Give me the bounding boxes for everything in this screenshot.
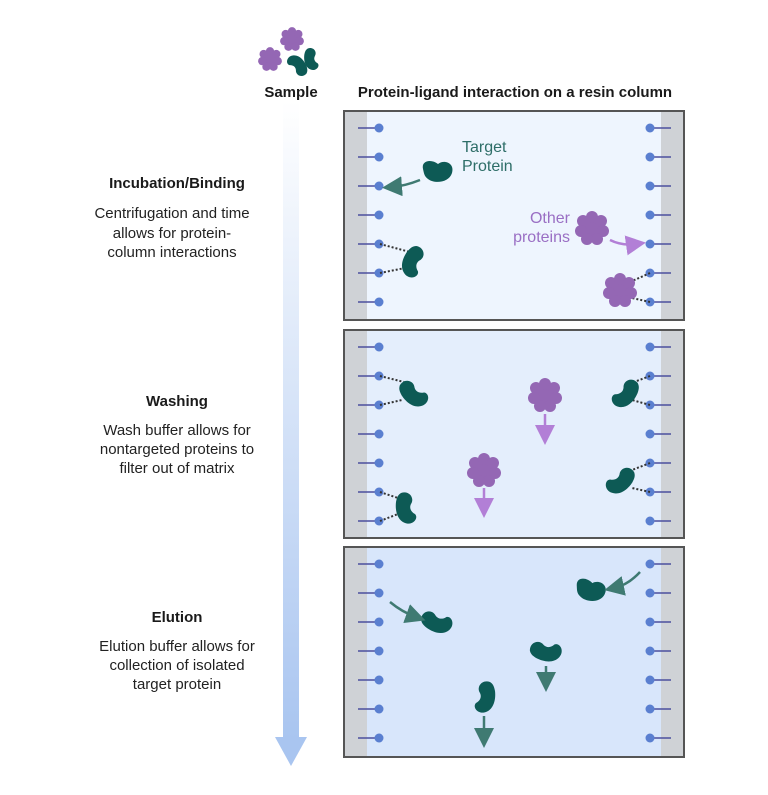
ligand-icon [374, 210, 384, 220]
target-label-line: Protein [462, 158, 513, 175]
arrow [389, 601, 426, 624]
ligand-icon [645, 516, 655, 526]
step-elution: Elution Elution buffer allows for collec… [99, 609, 255, 693]
step-desc-line: target protein [133, 676, 221, 693]
ligand-icon [645, 704, 655, 714]
ligand-icon [374, 733, 384, 743]
step-desc-line: nontargeted proteins to [100, 441, 254, 458]
ligand-icon [645, 675, 655, 685]
ligand-icon [374, 342, 384, 352]
ligand-icon [374, 588, 384, 598]
resin-rail-left [345, 548, 367, 756]
arrow [382, 176, 421, 197]
ligand-icon [645, 733, 655, 743]
step-desc-line: Centrifugation and time [94, 205, 249, 222]
step-desc-line: allows for protein- [113, 225, 231, 242]
step-desc-line: filter out of matrix [119, 460, 235, 477]
ligand-icon [645, 646, 655, 656]
ligand-icon [645, 617, 655, 627]
step-title: Washing [146, 393, 208, 410]
sample-icon [258, 27, 319, 80]
ligand-icon [374, 516, 384, 526]
panel-2-content [379, 374, 651, 524]
ligand-icon [645, 429, 655, 439]
ligand-icon [645, 559, 655, 569]
ligand-icon [374, 617, 384, 627]
other-label-line: Other [530, 210, 571, 227]
panel-3-content [389, 571, 641, 748]
binding-lines [629, 272, 651, 303]
ligand-icon [374, 152, 384, 162]
step-desc-line: Elution buffer allows for [99, 638, 255, 655]
ligand-icon [645, 123, 655, 133]
ligand-icon [374, 268, 384, 278]
ligand-icon [374, 400, 384, 410]
ligand-icon [374, 646, 384, 656]
ligand-icon [374, 371, 384, 381]
arrow [604, 571, 641, 596]
panel-background [343, 329, 685, 539]
other-label-line: proteins [513, 229, 570, 246]
ligand-icon [645, 152, 655, 162]
step-desc-line: collection of isolated [109, 657, 244, 674]
binding-lines [379, 243, 411, 274]
step-title: Incubation/Binding [109, 175, 245, 192]
resin-rail-right [661, 331, 683, 537]
process-arrowhead [275, 737, 307, 766]
ligand-icon [374, 487, 384, 497]
ligand-icon [374, 559, 384, 569]
step-desc-line: column interactions [107, 244, 236, 261]
ligand-icon [374, 123, 384, 133]
column-panel-2 [343, 329, 685, 539]
resin-rail-right [661, 548, 683, 756]
ligand-icon [374, 181, 384, 191]
column-panel-1 [343, 110, 685, 321]
ligand-icon [645, 342, 655, 352]
ligand-icon [645, 181, 655, 191]
resin-rail-left [345, 112, 367, 319]
ligand-icon [645, 588, 655, 598]
ligand-icon [374, 704, 384, 714]
resin-rail-left [345, 331, 367, 537]
ligand-icon [374, 458, 384, 468]
sample-label: Sample [264, 84, 317, 101]
step-desc-line: Wash buffer allows for [103, 422, 251, 439]
diagram-title: Protein-ligand interaction on a resin co… [358, 84, 672, 101]
arrow [609, 235, 646, 256]
ligand-icon [374, 239, 384, 249]
process-arrow [283, 101, 299, 739]
ligand-icon [645, 210, 655, 220]
target-label-line: Target [462, 139, 507, 156]
resin-rail-right [661, 112, 683, 319]
ligand-icon [645, 239, 655, 249]
step-title: Elution [152, 609, 203, 626]
step-washing: Washing Wash buffer allows for nontarget… [100, 393, 254, 477]
ligand-icon [374, 429, 384, 439]
ligand-icon [374, 297, 384, 307]
step-incubation: Incubation/Binding Centrifugation and ti… [94, 175, 249, 261]
ligand-icon [374, 675, 384, 685]
panel-1-content: Target Protein Other proteins [379, 139, 651, 307]
